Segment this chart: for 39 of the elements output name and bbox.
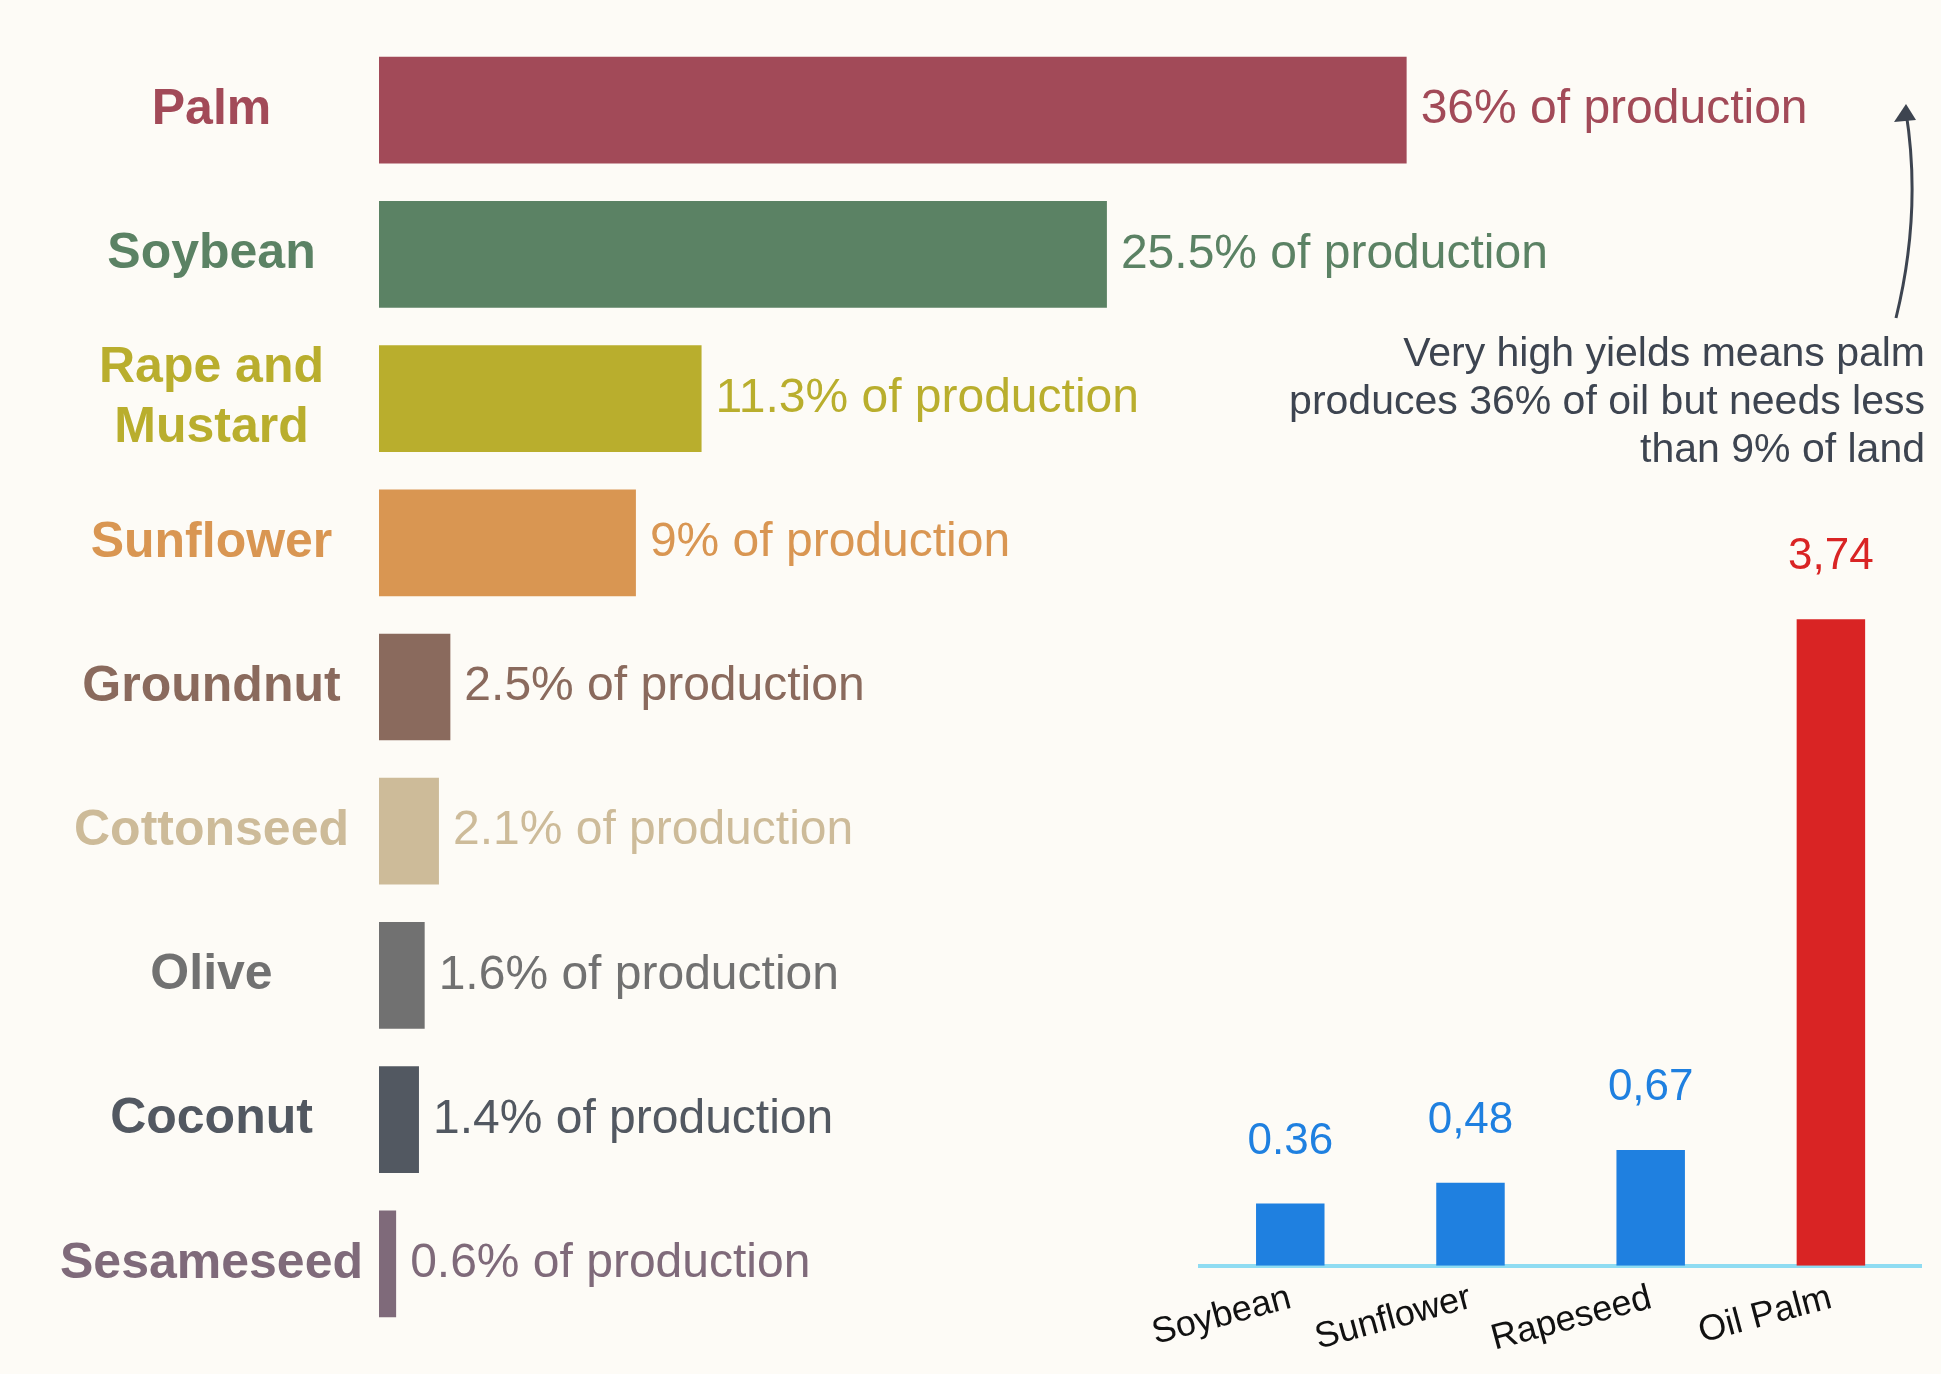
bar — [1796, 619, 1866, 1266]
bar — [379, 1210, 397, 1318]
bar — [379, 922, 425, 1029]
bar — [379, 633, 451, 741]
data-label: 1.6% of production — [438, 945, 839, 999]
data-label: 25.5% of production — [1120, 224, 1548, 278]
y-tick-label: Palm — [151, 78, 272, 135]
x-tick-label: Soybean — [1147, 1275, 1295, 1352]
bar — [379, 1066, 419, 1174]
y-tick-label: Groundnut — [82, 655, 341, 712]
data-label: 0,48 — [1427, 1092, 1514, 1142]
data-label: 0.36 — [1247, 1113, 1334, 1163]
data-label: 1.4% of production — [432, 1089, 834, 1143]
annotation: Very high yields means palm produces 36% of oil but needs less than 9% of land — [1288, 328, 1925, 472]
data-label: 36% of production — [1420, 80, 1808, 134]
y-tick-label: Olive — [150, 944, 273, 1001]
bar — [1256, 1203, 1325, 1266]
bar — [379, 345, 702, 452]
y-tick-label: Sesameseed — [59, 1232, 364, 1289]
y-tick-label: Cottonseed — [74, 800, 349, 856]
data-label: 2.5% of production — [464, 657, 865, 711]
bar — [379, 777, 439, 885]
y-tick-label: Soybean — [107, 223, 316, 280]
data-label: 2.1% of production — [452, 801, 854, 855]
data-label: 0.6% of production — [410, 1234, 811, 1288]
y-tick-label: Coconut — [110, 1088, 314, 1145]
bar — [379, 200, 1107, 308]
y-tick-label: Rape and Mustard — [98, 337, 325, 454]
x-tick-label: Sunflower — [1309, 1275, 1476, 1357]
data-label: 3,74 — [1788, 529, 1874, 579]
bar — [1616, 1149, 1685, 1266]
bar — [379, 56, 1407, 164]
bar — [1436, 1182, 1505, 1266]
bar — [379, 489, 636, 597]
data-label: 9% of production — [649, 513, 1011, 567]
x-tick-label: Oil Palm — [1693, 1275, 1836, 1351]
y-tick-label: Sunflower — [90, 511, 333, 568]
data-label: 11.3% of production — [715, 368, 1139, 422]
data-label: 0,67 — [1607, 1060, 1694, 1110]
